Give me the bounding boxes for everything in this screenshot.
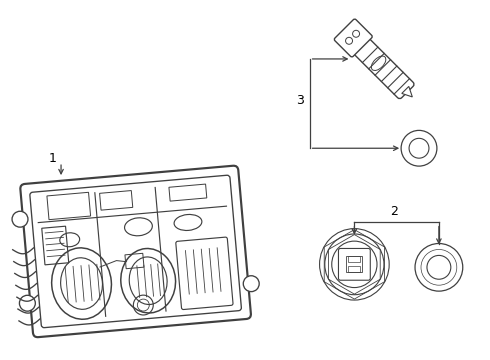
FancyBboxPatch shape [334,19,372,57]
Circle shape [12,211,28,227]
FancyBboxPatch shape [21,166,251,337]
Circle shape [401,130,437,166]
Bar [348,256,360,262]
Circle shape [20,295,35,311]
Polygon shape [402,86,412,97]
Bar [348,266,360,272]
Text: 1: 1 [49,152,57,165]
Circle shape [243,276,259,292]
FancyBboxPatch shape [351,36,414,99]
Bar [346,256,362,272]
Circle shape [415,243,463,291]
Text: 2: 2 [390,205,398,218]
Text: 3: 3 [296,94,304,107]
FancyBboxPatch shape [339,248,370,280]
